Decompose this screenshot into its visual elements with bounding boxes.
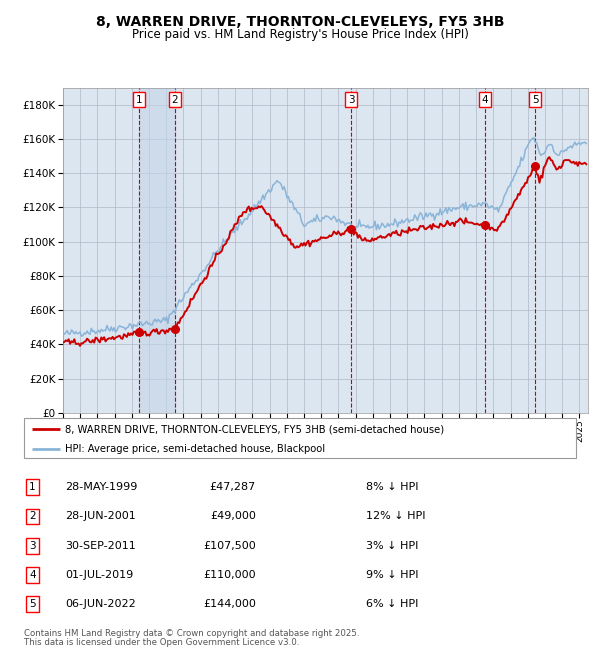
Text: £107,500: £107,500 [203,541,256,551]
Text: 12% ↓ HPI: 12% ↓ HPI [366,512,426,521]
Text: 8, WARREN DRIVE, THORNTON-CLEVELEYS, FY5 3HB (semi-detached house): 8, WARREN DRIVE, THORNTON-CLEVELEYS, FY5… [65,424,445,434]
Text: This data is licensed under the Open Government Licence v3.0.: This data is licensed under the Open Gov… [24,638,299,647]
Text: 4: 4 [481,95,488,105]
Text: 4: 4 [29,570,35,580]
Text: 5: 5 [532,95,538,105]
Text: £110,000: £110,000 [203,570,256,580]
Text: 3: 3 [29,541,35,551]
Text: 8, WARREN DRIVE, THORNTON-CLEVELEYS, FY5 3HB: 8, WARREN DRIVE, THORNTON-CLEVELEYS, FY5… [96,15,504,29]
Text: £144,000: £144,000 [203,599,256,609]
Text: 06-JUN-2022: 06-JUN-2022 [65,599,136,609]
Text: £47,287: £47,287 [209,482,256,492]
Text: 5: 5 [29,599,35,609]
Text: 30-SEP-2011: 30-SEP-2011 [65,541,136,551]
Text: 8% ↓ HPI: 8% ↓ HPI [366,482,419,492]
Text: 1: 1 [29,482,35,492]
Text: 28-JUN-2001: 28-JUN-2001 [65,512,136,521]
Text: 3: 3 [348,95,355,105]
Bar [139,88,175,413]
Text: 6% ↓ HPI: 6% ↓ HPI [366,599,419,609]
Text: 9% ↓ HPI: 9% ↓ HPI [366,570,419,580]
Text: 1: 1 [136,95,142,105]
Text: 2: 2 [29,512,35,521]
Text: 28-MAY-1999: 28-MAY-1999 [65,482,138,492]
Text: Price paid vs. HM Land Registry's House Price Index (HPI): Price paid vs. HM Land Registry's House … [131,28,469,41]
Text: 01-JUL-2019: 01-JUL-2019 [65,570,134,580]
Text: Contains HM Land Registry data © Crown copyright and database right 2025.: Contains HM Land Registry data © Crown c… [24,629,359,638]
Text: 3% ↓ HPI: 3% ↓ HPI [366,541,419,551]
Text: 2: 2 [172,95,178,105]
FancyBboxPatch shape [24,418,576,458]
Text: HPI: Average price, semi-detached house, Blackpool: HPI: Average price, semi-detached house,… [65,445,326,454]
Text: £49,000: £49,000 [210,512,256,521]
